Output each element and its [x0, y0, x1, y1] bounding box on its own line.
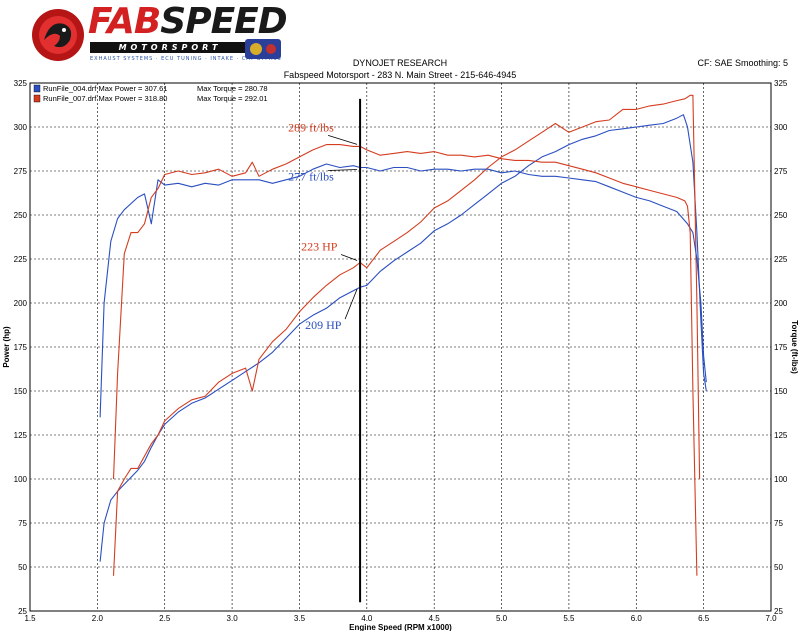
y-tick-label-right: 200 [774, 299, 788, 308]
y-axis-label-left: Power (hp) [2, 326, 11, 368]
annotation-arrow [340, 254, 358, 261]
x-tick-label: 3.5 [294, 614, 306, 623]
brand-tagline: EXHAUST SYSTEMS · ECU TUNING · INTAKE · … [90, 56, 282, 62]
y-tick-label-right: 250 [774, 211, 788, 220]
annotation-arrow [344, 289, 358, 320]
x-tick-label: 4.5 [429, 614, 441, 623]
y-tick-label-right: 50 [774, 563, 783, 572]
y-tick-label-left: 100 [14, 475, 28, 484]
y-tick-label-left: 25 [18, 607, 27, 616]
y-tick-label-left: 175 [14, 343, 28, 352]
x-tick-label: 5.5 [563, 614, 575, 623]
x-tick-label: 2.5 [159, 614, 171, 623]
x-tick-label: 2.0 [92, 614, 104, 623]
y-tick-label-left: 250 [14, 211, 28, 220]
series-line-torque [112, 144, 698, 576]
x-tick-label: 6.5 [698, 614, 710, 623]
brand-title: FABSPEED [88, 1, 288, 42]
y-tick-label-left: 275 [14, 167, 28, 176]
annotation-label: 277 ft/lbs [288, 169, 334, 183]
annotation-arrow [328, 169, 358, 171]
x-tick-label: 3.0 [227, 614, 239, 623]
y-tick-label-left: 75 [18, 519, 27, 528]
annotation-label: 209 HP [305, 318, 342, 332]
y-tick-label-right: 75 [774, 519, 783, 528]
annotation-arrow [327, 134, 358, 145]
header-settings: CF: SAE Smoothing: 5 [697, 58, 788, 68]
badge-emblem-icon [245, 39, 281, 59]
legend-torque: Max Torque = 280.78 [197, 84, 268, 93]
x-tick-label: 7.0 [765, 614, 777, 623]
y-tick-label-left: 325 [14, 79, 28, 88]
brand-subtitle: MOTORSPORT [90, 42, 250, 53]
x-tick-label: 1.5 [24, 614, 36, 623]
y-tick-label-left: 150 [14, 387, 28, 396]
x-tick-label: 5.0 [496, 614, 508, 623]
y-tick-label-right: 150 [774, 387, 788, 396]
series-line-power [99, 114, 707, 562]
y-tick-label-left: 200 [14, 299, 28, 308]
y-tick-label-right: 325 [774, 79, 788, 88]
y-tick-label-right: 25 [774, 607, 783, 616]
y-tick-label-right: 175 [774, 343, 788, 352]
annotation-label: 289 ft/lbs [288, 120, 334, 134]
header-company: DYNOJET RESEARCH [352, 58, 448, 68]
y-tick-label-right: 275 [774, 167, 788, 176]
y-tick-label-right: 125 [774, 431, 788, 440]
y-tick-label-left: 225 [14, 255, 28, 264]
y-axis-label-right: Torque (ft-lbs) [790, 320, 799, 374]
legend-torque: Max Torque = 292.01 [197, 94, 268, 103]
brand-title-speed: SPEED [160, 1, 287, 42]
x-tick-label: 4.0 [361, 614, 373, 623]
legend-entry: RunFile_007.drf Max Power = 318.80 [43, 94, 167, 103]
brand-title-fab: FAB [88, 1, 161, 42]
dragon-emblem-icon [32, 9, 84, 61]
y-tick-label-left: 50 [18, 563, 27, 572]
series-line-power [112, 94, 701, 576]
y-tick-label-left: 125 [14, 431, 28, 440]
y-tick-label-right: 100 [774, 475, 788, 484]
y-tick-label-right: 225 [774, 255, 788, 264]
legend-swatch [33, 84, 41, 93]
legend-entry: RunFile_004.drf Max Power = 307.61 [43, 84, 167, 93]
legend-swatch [33, 94, 41, 103]
header-address: Fabspeed Motorsport - 283 N. Main Street… [283, 70, 517, 80]
y-tick-label-left: 300 [14, 123, 28, 132]
x-axis-label: Engine Speed (RPM x1000) [349, 623, 452, 631]
series-line-torque [99, 163, 707, 418]
fabspeed-logo: FABSPEED MOTORSPORT EXHAUST SYSTEMS · EC… [30, 2, 288, 68]
x-tick-label: 6.0 [631, 614, 643, 623]
annotation-label: 223 HP [301, 240, 338, 254]
y-tick-label-right: 300 [774, 123, 788, 132]
